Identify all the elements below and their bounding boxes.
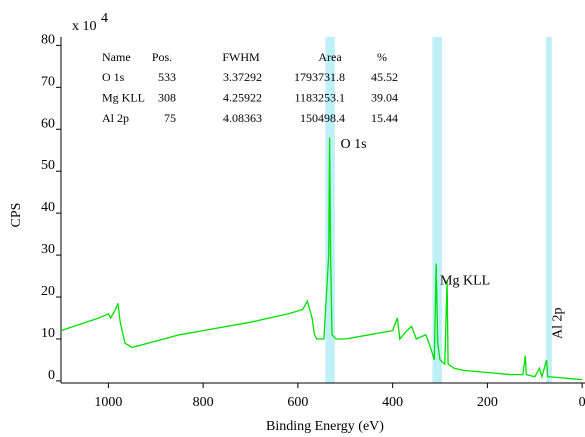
peak-annotation: Al 2p — [550, 307, 565, 339]
table-cell: 150498.4 — [300, 111, 345, 125]
table-cell: 4.25922 — [223, 91, 262, 105]
y-tick-label: 10 — [41, 326, 55, 341]
y-axis-label: CPS — [9, 203, 24, 228]
y-tick-label: 60 — [41, 116, 55, 131]
y-multiplier-exponent: 4 — [101, 11, 108, 26]
y-tick-label: 20 — [41, 284, 55, 299]
peak-annotation: Mg KLL — [440, 273, 490, 288]
x-tick-label: 200 — [477, 395, 498, 410]
x-tick-label: 1000 — [94, 395, 122, 410]
table-cell: 308 — [158, 91, 176, 105]
table-cell: Mg KLL — [102, 91, 145, 105]
y-tick-label: 70 — [41, 74, 55, 89]
table-cell: 4.08363 — [223, 111, 262, 125]
table-cell: 1183253.1 — [294, 91, 345, 105]
y-tick-label: 50 — [41, 158, 55, 173]
table-header: Area — [318, 50, 342, 64]
table-header: Name — [102, 50, 131, 64]
y-tick-label: 40 — [41, 200, 55, 215]
table-header: Pos. — [152, 50, 172, 64]
table-cell: 533 — [158, 70, 176, 84]
table-cell: O 1s — [102, 70, 125, 84]
table-header: FWHM — [222, 50, 260, 64]
table-cell: 39.04 — [371, 91, 398, 105]
spectrum-line — [60, 137, 583, 381]
highlight-region — [546, 37, 552, 383]
highlight-region — [432, 37, 442, 383]
y-multiplier: x 10 — [72, 19, 97, 34]
table-cell: 15.44 — [371, 111, 398, 125]
table-cell: 3.37292 — [223, 70, 262, 84]
table-cell: 75 — [164, 111, 176, 125]
y-tick-label: 80 — [41, 32, 55, 47]
x-tick-label: 0 — [579, 395, 585, 410]
peak-annotation: O 1s — [341, 137, 367, 152]
x-tick-label: 600 — [287, 395, 308, 410]
table-header: % — [377, 50, 387, 64]
y-tick-label: 0 — [48, 368, 55, 383]
x-tick-label: 800 — [193, 395, 214, 410]
table-cell: 1793731.8 — [294, 70, 345, 84]
table-cell: 45.52 — [371, 70, 398, 84]
y-tick-label: 30 — [41, 242, 55, 257]
table-cell: Al 2p — [102, 111, 129, 125]
x-axis-label: Binding Energy (eV) — [266, 419, 384, 434]
x-tick-label: 400 — [382, 395, 403, 410]
